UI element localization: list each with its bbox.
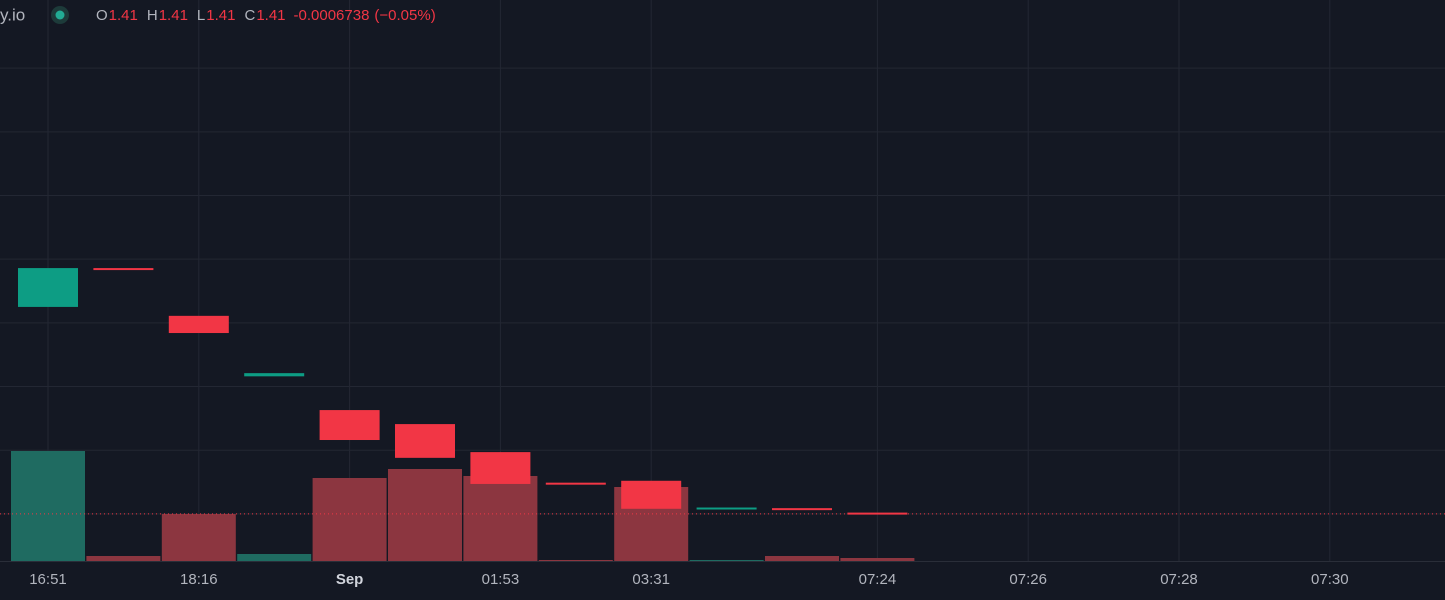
- volume-bar: [765, 556, 839, 561]
- legend-value: 1.41: [109, 7, 138, 24]
- legend-value: 1.41: [256, 7, 285, 24]
- volume-bar: [840, 558, 915, 561]
- x-tick-label: 16:51: [29, 571, 67, 588]
- volume-bar: [312, 478, 387, 561]
- legend-value: 1.41: [206, 7, 235, 24]
- volume-bar: [237, 554, 312, 561]
- x-tick-label: 18:16: [180, 571, 218, 588]
- volume-bar: [538, 560, 613, 561]
- candle-body: [319, 410, 380, 441]
- candle-body: [244, 373, 305, 377]
- legend-label: C: [244, 7, 255, 24]
- marks: [0, 268, 1445, 561]
- x-tick-label: 03:31: [632, 571, 670, 588]
- legend-value: 1.41: [159, 7, 188, 24]
- header: y.io O 1.41 H 1.41 L 1.41 C 1.41 -0.0006738 (−0.0…: [0, 5, 436, 24]
- legend-change-pct: (−0.05%): [374, 7, 435, 24]
- candle-body: [395, 424, 455, 458]
- x-tick-label: 01:53: [482, 571, 520, 588]
- volume-bar: [11, 451, 85, 561]
- x-tick-label: 07:30: [1311, 571, 1349, 588]
- candle-body: [93, 268, 154, 271]
- candle-body: [168, 315, 229, 334]
- candle-body: [545, 482, 606, 485]
- volume-bar: [689, 560, 764, 561]
- x-tick-label: 07:26: [1009, 571, 1047, 588]
- candle-body: [696, 507, 757, 510]
- legend-label: O: [96, 7, 108, 24]
- symbol: y.io: [0, 5, 25, 24]
- volume-bar: [463, 476, 538, 561]
- x-tick-label: 07:24: [859, 571, 897, 588]
- x-tick-label: Sep: [336, 571, 364, 588]
- candle-body: [621, 480, 682, 509]
- candle-body: [847, 512, 908, 515]
- volume-bar: [388, 469, 462, 561]
- candle-body: [772, 508, 832, 511]
- candle-body: [18, 268, 78, 307]
- legend-label: H: [147, 7, 158, 24]
- volume-bar: [86, 556, 161, 561]
- volume-bar: [161, 514, 236, 561]
- status-dot: [55, 10, 65, 20]
- legend-label: L: [197, 7, 205, 24]
- x-tick-label: 07:28: [1160, 571, 1198, 588]
- candle-body: [470, 452, 531, 484]
- legend-change: -0.0006738: [294, 7, 370, 24]
